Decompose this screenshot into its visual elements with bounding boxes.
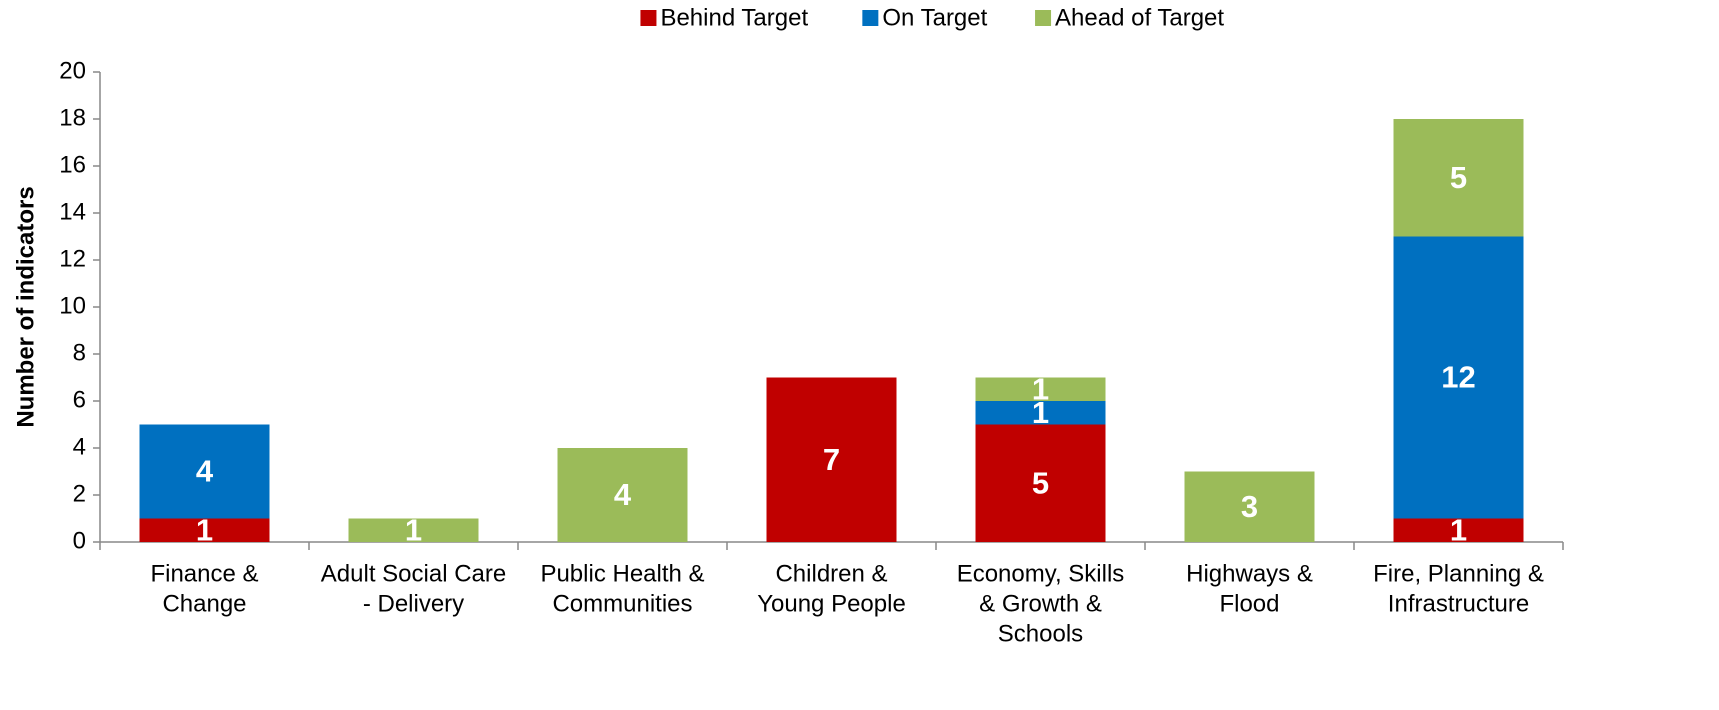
bar-segment [139, 518, 270, 542]
x-tick-label: Highways & [1186, 560, 1313, 587]
bar-segment [975, 401, 1106, 425]
y-tick-label: 8 [73, 339, 86, 366]
x-tick-label: Children & [775, 560, 887, 587]
bar-segment [139, 424, 270, 519]
legend-label: Ahead of Target [1055, 4, 1224, 31]
legend-swatch [640, 10, 657, 26]
data-label: 3 [1241, 489, 1258, 524]
bar-segment [348, 518, 479, 542]
y-axis-title: Number of indicators [12, 186, 39, 427]
y-tick-label: 18 [59, 104, 86, 131]
y-tick-label: 12 [59, 245, 86, 272]
data-label: 1 [405, 512, 422, 547]
x-tick-label: Flood [1219, 590, 1279, 617]
bar-segment [975, 377, 1106, 401]
x-tick-label: & Growth & [979, 590, 1102, 617]
y-tick-label: 4 [73, 433, 86, 460]
data-label: 4 [196, 454, 214, 489]
bar-segment [557, 448, 688, 542]
data-label: 7 [823, 442, 840, 477]
data-label: 4 [614, 477, 632, 512]
legend-label: Behind Target [660, 4, 808, 31]
x-tick-label: Finance & [150, 560, 258, 587]
bar-segment [1184, 471, 1315, 542]
legend-swatch [1035, 10, 1052, 26]
y-tick-label: 14 [59, 198, 86, 225]
bar-segment [1393, 236, 1524, 519]
y-tick-label: 6 [73, 386, 86, 413]
legend-swatch [862, 10, 879, 26]
data-label: 1 [196, 512, 213, 547]
data-label: 1 [1032, 395, 1049, 430]
x-tick-label: Economy, Skills [957, 560, 1125, 587]
y-tick-label: 2 [73, 480, 86, 507]
x-tick-label: - Delivery [363, 590, 464, 617]
legend-label: On Target [882, 4, 987, 31]
data-label: 5 [1032, 465, 1049, 500]
y-tick-label: 0 [73, 527, 86, 554]
bar-segment [1393, 119, 1524, 237]
x-tick-label: Schools [998, 620, 1083, 647]
bar-segment [1393, 518, 1524, 542]
x-tick-label: Change [162, 590, 246, 617]
x-tick-label: Fire, Planning & [1373, 560, 1544, 587]
bar-segment [766, 377, 897, 542]
x-tick-label: Communities [552, 590, 692, 617]
data-label: 1 [1032, 371, 1049, 406]
data-label: 12 [1441, 360, 1475, 395]
x-tick-label: Young People [757, 590, 906, 617]
y-tick-label: 16 [59, 151, 86, 178]
y-tick-label: 20 [59, 57, 86, 84]
x-tick-label: Adult Social Care [321, 560, 506, 587]
x-tick-label: Public Health & [540, 560, 704, 587]
y-tick-label: 10 [59, 292, 86, 319]
data-label: 1 [1450, 512, 1467, 547]
bar-segment [975, 424, 1106, 542]
data-label: 5 [1450, 160, 1467, 195]
x-tick-label: Infrastructure [1388, 590, 1529, 617]
